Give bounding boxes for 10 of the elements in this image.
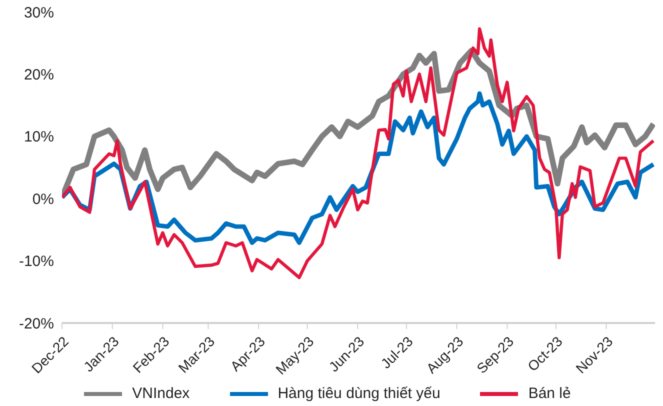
y-tick-label: 30% — [24, 4, 54, 22]
legend-label: VNIndex — [132, 385, 190, 402]
y-tick-label: 0% — [32, 190, 54, 208]
y-tick-label: -10% — [18, 253, 54, 270]
legend-label: Bán lẻ — [528, 385, 571, 402]
legend-label: Hàng tiêu dùng thiết yếu — [278, 385, 440, 402]
y-tick-label: 10% — [24, 128, 54, 146]
line-series — [62, 27, 655, 280]
y-tick-label: 20% — [24, 66, 54, 84]
y-tick-label: -20% — [18, 315, 54, 332]
